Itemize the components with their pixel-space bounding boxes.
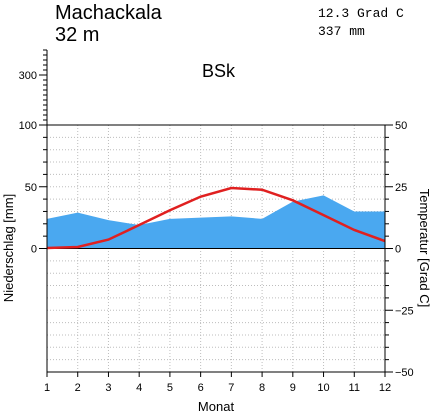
station-elevation: 32 m [55,24,99,46]
x-tick-label: 12 [379,382,391,394]
y2-axis-title: Temperatur [Grad C] [417,189,432,308]
annual-precipitation: 337 mm [318,24,365,39]
precip-tick-label: 100 [19,120,37,132]
precipitation-area [47,195,385,249]
x-tick-label: 8 [259,382,265,394]
upper-tick-label: 300 [19,70,37,82]
precip-tick-label: 50 [25,182,37,194]
x-tick-label: 5 [167,382,173,394]
station-name: Machackala [55,2,163,24]
y-axis-title: Niederschlag [mm] [1,194,16,302]
temp-tick-label: −25 [395,305,414,317]
climate-class: BSk [202,61,236,81]
x-tick-label: 2 [75,382,81,394]
temp-tick-label: −50 [395,367,414,379]
precip-axis-ticks: 0 50 100 [19,120,47,256]
temperature-line [46,186,386,250]
x-tick-label: 7 [228,382,234,394]
temp-tick-label: 25 [395,182,407,194]
x-tick-label: 9 [290,382,296,394]
upper-precip-scale: 300 [19,49,48,125]
x-tick-label: 3 [105,382,111,394]
x-axis-title: Monat [198,399,235,414]
x-tick-label: 6 [198,382,204,394]
x-tick-label: 1 [44,382,50,394]
temp-tick-label: 50 [395,120,407,132]
x-axis-ticks: 1 2 3 4 5 6 7 8 9 10 11 12 [44,372,391,394]
x-tick-label: 10 [317,382,329,394]
temp-tick-label: 0 [395,244,401,256]
x-tick-label: 11 [349,382,360,394]
mean-temperature: 12.3 Grad C [318,6,404,21]
temp-axis-ticks: −50 −25 0 25 50 [385,120,414,379]
x-tick-label: 4 [136,382,142,394]
precip-tick-label: 0 [31,244,37,256]
